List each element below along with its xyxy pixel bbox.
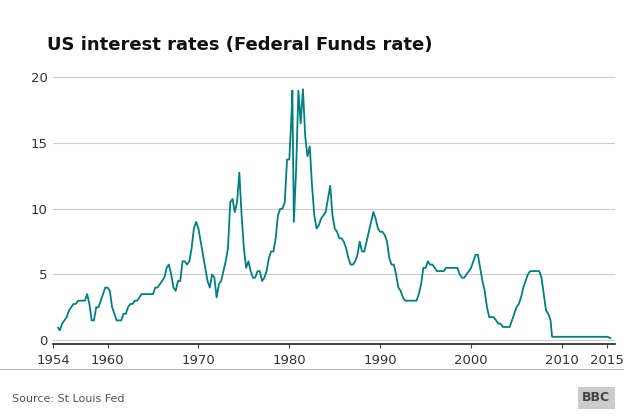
Text: US interest rates (Federal Funds rate): US interest rates (Federal Funds rate) [47, 36, 432, 54]
Text: BBC: BBC [582, 392, 610, 404]
Text: Source: St Louis Fed: Source: St Louis Fed [12, 394, 125, 404]
